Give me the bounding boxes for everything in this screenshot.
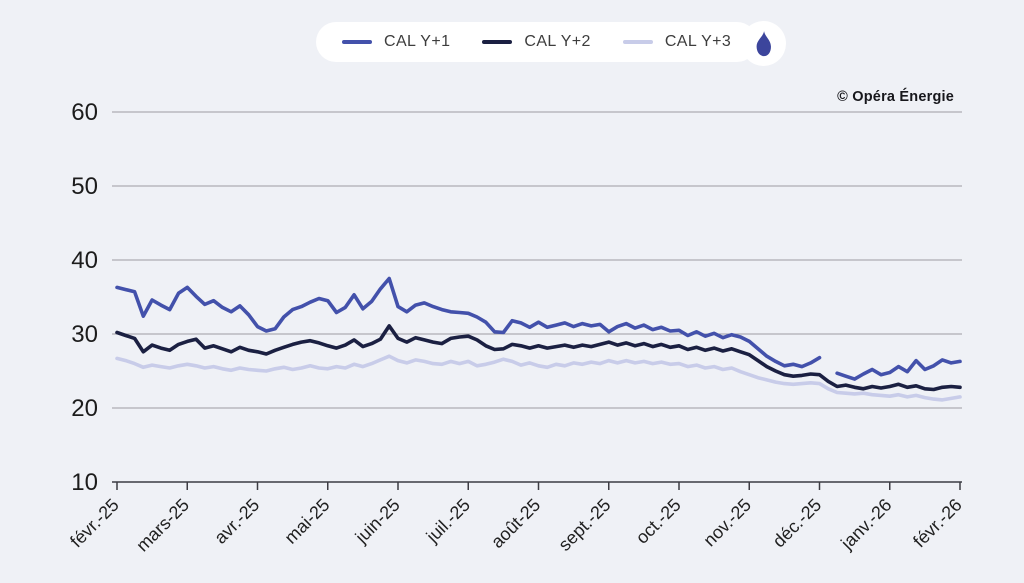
legend-label-cal-y2: CAL Y+2 [524,33,591,50]
x-axis-label: mai-25 [281,495,334,548]
x-axis-label: janv.-26 [836,495,895,554]
y-axis-label: 20 [71,395,98,422]
x-axis-label: déc.-25 [769,495,826,552]
gas-badge [741,21,786,66]
series-line-cal-y-1 [835,358,962,381]
copyright-attribution: © Opéra Énergie [837,89,954,105]
legend-label-cal-y1: CAL Y+1 [384,33,451,50]
x-axis-label: nov.-25 [699,495,755,551]
x-axis-label: août-25 [487,495,544,552]
series-line-cal-y-3 [115,354,962,402]
gridlines [112,111,962,409]
x-axis-label: févr.-26 [909,495,966,552]
y-axis-label: 10 [71,469,98,496]
legend-item-cal-y1[interactable]: CAL Y+1 [342,33,450,51]
x-axis-label: juil.-25 [422,495,474,547]
x-axis-label: sept.-25 [554,495,614,555]
y-axis-labels: 10 20 30 40 50 60 [71,99,98,496]
x-axis-label: mars-25 [132,495,193,556]
flame-icon [756,30,771,56]
legend-item-cal-y2[interactable]: CAL Y+2 [482,33,590,51]
cal-y2-line-swatch [482,40,513,44]
x-axis-label: févr.-25 [66,495,123,552]
series-lines [115,276,962,402]
y-axis-label: 40 [71,247,98,274]
chart-legend: CAL Y+1 CAL Y+2 CAL Y+3 [316,22,758,62]
legend-label-cal-y3: CAL Y+3 [664,33,732,50]
series-line-cal-y-2 [115,324,962,392]
y-axis-label: 50 [71,173,98,200]
x-axis [112,481,962,490]
x-axis-label: avr.-25 [210,495,263,548]
x-axis-labels: févr.-25 mars-25 avr.-25 mai-25 juin-25 juil.… [66,495,966,556]
legend-item-cal-y3[interactable]: CAL Y+3 [622,33,732,51]
y-axis-label: 60 [71,99,98,126]
cal-y3-line-swatch [622,40,653,44]
x-axis-label: oct.-25 [632,495,685,548]
series-line-cal-y-1 [115,276,822,369]
cal-y1-line-swatch [342,40,372,44]
y-axis-label: 30 [71,321,98,348]
x-axis-label: juin-25 [351,495,404,548]
